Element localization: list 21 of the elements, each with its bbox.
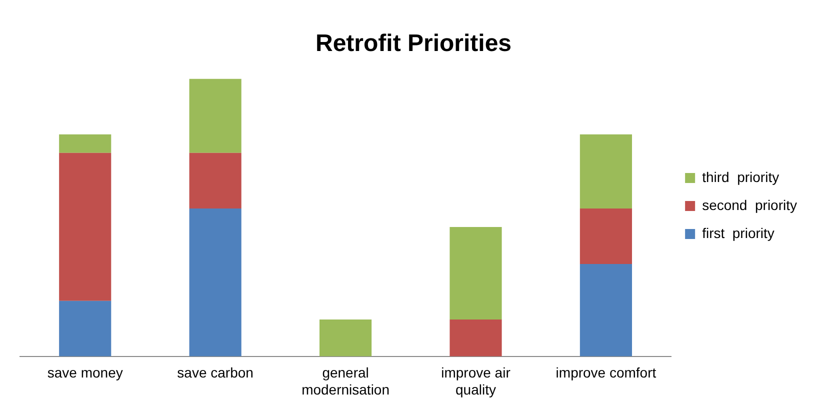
x-tick-label: save money — [47, 364, 123, 381]
bar — [189, 78, 242, 153]
bar — [319, 319, 372, 356]
legend-label: first priority — [702, 224, 774, 241]
bar — [580, 264, 632, 356]
bar — [59, 152, 112, 301]
bar — [450, 319, 502, 356]
legend-label: third priority — [702, 168, 780, 185]
legend-label: second priority — [702, 196, 798, 213]
bar — [189, 152, 242, 208]
x-tick-label: general modernisation — [302, 364, 390, 398]
bar — [59, 300, 112, 356]
bar — [580, 134, 632, 208]
x-tick-label: save carbon — [177, 364, 254, 381]
x-tick-label: improve comfort — [556, 364, 656, 381]
chart-title: Retrofit Priorities — [315, 30, 512, 58]
bar — [450, 227, 502, 320]
bar — [580, 208, 632, 264]
bar — [189, 208, 242, 356]
x-tick-label: improve air quality — [441, 364, 511, 398]
bar — [59, 134, 112, 153]
